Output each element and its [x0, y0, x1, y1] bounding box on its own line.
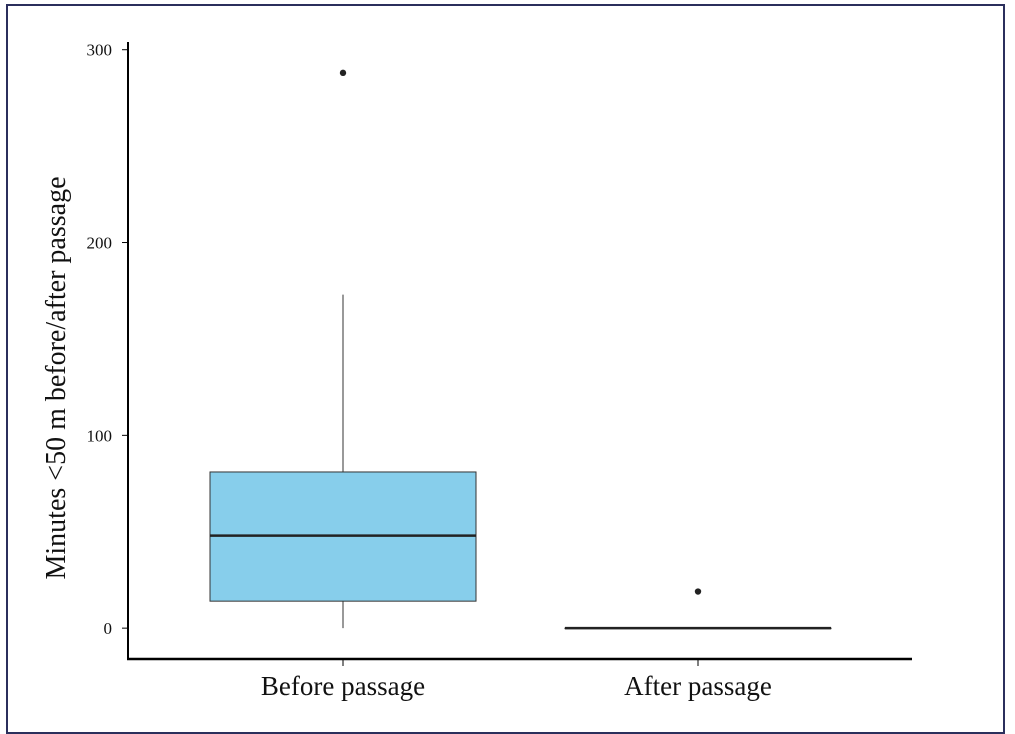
- y-tick-label: 300: [87, 41, 113, 60]
- y-tick-label: 100: [87, 426, 113, 445]
- y-axis-title: Minutes <50 m before/after passage: [41, 177, 72, 580]
- outlier-point: [694, 588, 702, 595]
- outlier-point: [339, 69, 347, 77]
- y-tick-label: 200: [87, 234, 113, 253]
- box-group: [209, 69, 477, 629]
- y-tick-label: 0: [104, 619, 113, 638]
- boxes: [209, 69, 832, 630]
- figure-frame: [6, 4, 1005, 734]
- x-tick-label: Before passage: [261, 671, 425, 701]
- box-group: [564, 588, 832, 630]
- x-ticks: Before passage After passage: [261, 659, 772, 701]
- y-ticks: 0 100 200 300: [87, 41, 128, 638]
- boxplot-chart: 0 100 200 300 Before passage After passage M…: [41, 41, 912, 701]
- axes: [127, 42, 912, 661]
- x-tick-label: After passage: [624, 671, 772, 701]
